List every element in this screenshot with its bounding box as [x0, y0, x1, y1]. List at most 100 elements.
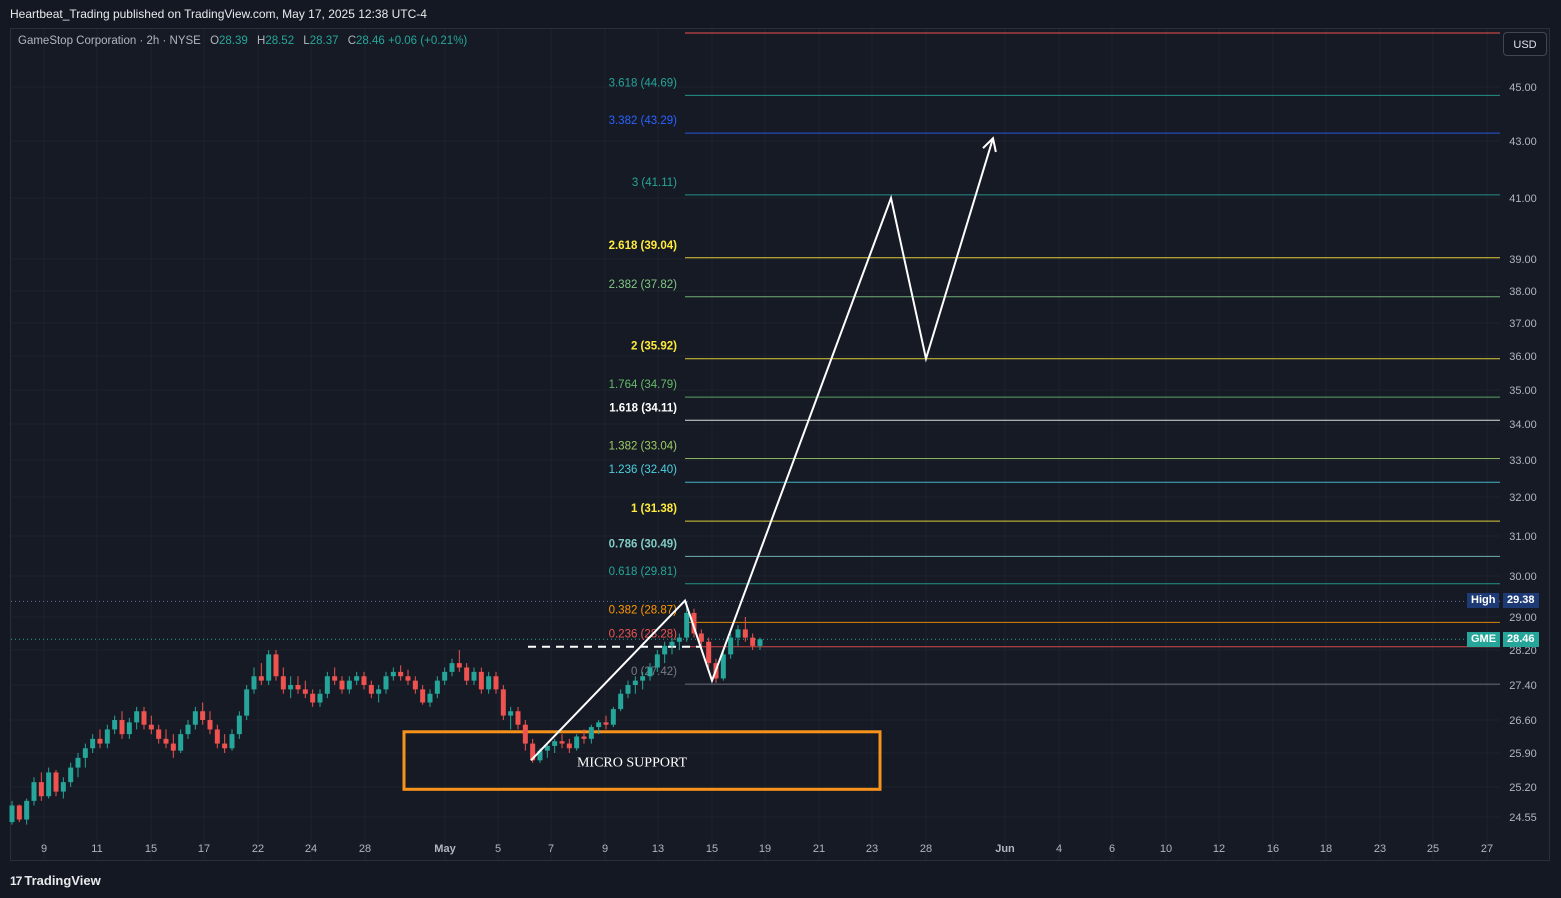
- candle-body: [632, 680, 638, 685]
- candle-body: [244, 689, 250, 716]
- candle-body: [9, 805, 15, 823]
- candle-body: [126, 722, 132, 735]
- open-label: O: [210, 35, 220, 47]
- candle-body: [757, 639, 763, 646]
- candle-body: [676, 637, 682, 642]
- time-axis-label: 19: [759, 843, 771, 855]
- fib-level-label: 1.618 (34.11): [609, 402, 677, 414]
- candle-body: [662, 645, 668, 655]
- time-axis-label: May: [434, 843, 456, 855]
- time-axis-label: 21: [813, 843, 825, 855]
- candle-body: [16, 805, 22, 820]
- high-price-tag: High: [1467, 593, 1500, 608]
- grid: [11, 29, 1500, 860]
- price-axis-label: 25.20: [1509, 782, 1537, 794]
- candle-body: [141, 711, 147, 725]
- candle-body: [178, 734, 184, 751]
- candle-body: [97, 738, 103, 744]
- candle-body: [361, 676, 367, 685]
- candle-body: [500, 689, 506, 716]
- high-label: H: [257, 35, 266, 47]
- candle-body: [691, 612, 697, 634]
- time-axis-label: 23: [866, 843, 878, 855]
- candle-body: [669, 641, 675, 646]
- candle-body: [464, 667, 470, 681]
- time-axis-label: 22: [252, 843, 264, 855]
- candle-body: [119, 720, 125, 735]
- candle-body: [310, 693, 316, 703]
- time-axis-label: 13: [652, 843, 664, 855]
- time-axis-label: 15: [145, 843, 157, 855]
- price-axis-label: 41.00: [1509, 193, 1537, 205]
- candle-body: [376, 689, 382, 694]
- candle-body: [251, 676, 257, 690]
- price-axis-label: 35.00: [1509, 385, 1537, 397]
- candle-body: [742, 629, 748, 638]
- time-axis-label: 16: [1267, 843, 1279, 855]
- price-axis: 45.00 43.00 41.00 39.00 38.00 37.00 36.00 35.00…: [1509, 82, 1537, 824]
- support-zone-label: MICRO SUPPORT: [577, 756, 687, 771]
- chart-pane[interactable]: [10, 28, 1550, 861]
- price-axis-label: 24.55: [1509, 812, 1537, 824]
- fib-level-label: 2.618 (39.04): [609, 240, 678, 252]
- candle-body: [471, 671, 477, 681]
- candle-body: [559, 741, 565, 744]
- time-axis-label: 24: [305, 843, 317, 855]
- price-axis-label: 29.00: [1509, 612, 1537, 624]
- interval: 2h: [146, 35, 160, 47]
- candle-body: [266, 654, 272, 681]
- candle-body: [412, 680, 418, 690]
- time-axis: 9 11 15 17 22 24 28 May 5 7 9 13 15 19 21 23 28 Jun 4 6 10 12…: [41, 843, 1493, 855]
- candle-body: [654, 654, 660, 668]
- candle-body: [207, 720, 213, 730]
- candle-body: [354, 676, 360, 681]
- candle-body: [148, 724, 154, 730]
- candle-body: [222, 743, 228, 749]
- fib-level-label: 2.382 (37.82): [609, 279, 678, 291]
- candle-body: [720, 654, 726, 679]
- time-axis-label: 6: [1109, 843, 1115, 855]
- fib-level-label: 3.382 (43.29): [609, 115, 678, 127]
- time-axis-label: 9: [41, 843, 47, 855]
- candle-body: [684, 612, 690, 638]
- candle-body: [163, 738, 169, 744]
- candle-body: [302, 689, 308, 694]
- fib-level-label: 3.618 (44.69): [609, 77, 678, 89]
- candle-body: [273, 654, 279, 677]
- candle-body: [640, 676, 646, 681]
- price-axis-label: 37.00: [1509, 318, 1537, 330]
- tradingview-logo[interactable]: 17 TradingView: [10, 873, 101, 888]
- candle-body: [229, 734, 235, 749]
- candle-body: [698, 633, 704, 642]
- candle-body: [31, 782, 37, 801]
- symbol-legend[interactable]: GameStop Corporation · 2h · NYSE O28.39 …: [18, 35, 467, 47]
- candle-body: [75, 757, 81, 768]
- last-price-value: 28.46: [1503, 632, 1539, 647]
- candle-body: [456, 663, 462, 668]
- candle-body: [537, 750, 543, 761]
- candle-body: [610, 709, 616, 725]
- price-axis-label: 45.00: [1509, 82, 1537, 94]
- candle-body: [134, 711, 140, 723]
- published-info: Heartbeat_Trading published on TradingVi…: [10, 7, 427, 21]
- candle-body: [104, 729, 110, 744]
- candle-body: [398, 671, 404, 677]
- candle-body: [522, 724, 528, 744]
- candle-body: [493, 676, 499, 690]
- change-value: +0.06 (+0.21%): [387, 35, 468, 47]
- price-axis-label: 43.00: [1509, 136, 1537, 148]
- candle-body: [478, 671, 484, 690]
- price-axis-label: 34.00: [1509, 419, 1537, 431]
- currency-button[interactable]: USD: [1503, 32, 1547, 56]
- fib-level-label: 0.786 (30.49): [609, 538, 678, 550]
- footer: [0, 866, 1561, 898]
- close-value: 28.46: [356, 35, 385, 47]
- candle-body: [280, 676, 286, 690]
- price-axis-label: 38.00: [1509, 286, 1537, 298]
- candle-body: [170, 743, 176, 751]
- candle-body: [258, 676, 264, 681]
- high-value: 28.52: [265, 35, 295, 47]
- close-label: C: [347, 35, 356, 47]
- candle-body: [214, 729, 220, 744]
